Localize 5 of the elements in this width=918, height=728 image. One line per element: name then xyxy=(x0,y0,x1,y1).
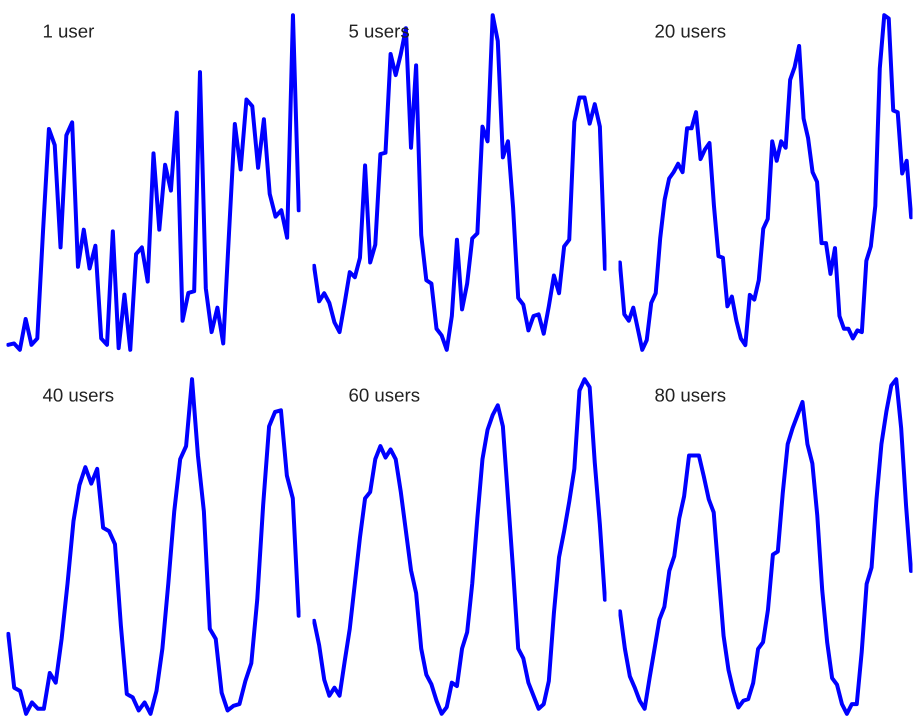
chart-title: 80 users xyxy=(654,384,726,406)
chart-title: 20 users xyxy=(654,20,726,42)
chart-title: 60 users xyxy=(348,384,420,406)
chart-title: 1 user xyxy=(42,20,94,42)
chart-title: 40 users xyxy=(42,384,114,406)
